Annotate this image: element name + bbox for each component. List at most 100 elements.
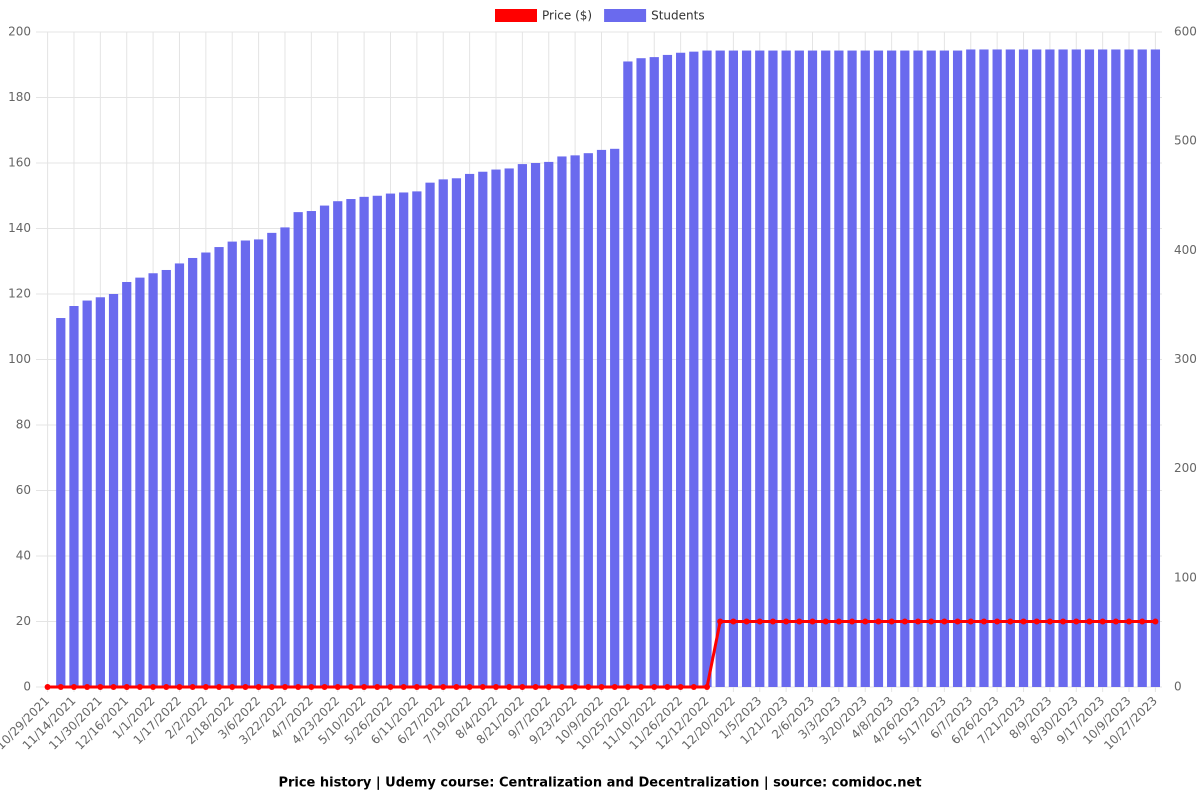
chart-title: Price history | Udemy course: Centraliza… xyxy=(278,776,921,791)
bar xyxy=(491,169,501,688)
bar xyxy=(636,58,646,687)
point xyxy=(506,684,513,690)
point xyxy=(453,684,460,690)
bar xyxy=(517,164,527,687)
bar xyxy=(781,50,791,687)
bar xyxy=(570,155,580,687)
point xyxy=(57,684,64,690)
bar xyxy=(253,239,264,687)
bar xyxy=(583,153,593,688)
bar xyxy=(108,294,119,687)
bar xyxy=(768,50,778,687)
bar xyxy=(425,182,435,687)
point xyxy=(202,684,209,690)
point xyxy=(308,684,315,690)
bar xyxy=(702,50,712,687)
bar xyxy=(741,50,752,687)
point xyxy=(1086,618,1093,625)
point xyxy=(888,618,895,625)
bar xyxy=(56,318,66,687)
bar xyxy=(939,50,950,687)
bar xyxy=(293,212,303,687)
point xyxy=(176,684,183,690)
point xyxy=(980,618,987,625)
point xyxy=(809,618,816,625)
bar xyxy=(1045,49,1055,687)
point xyxy=(268,684,275,690)
point xyxy=(1126,618,1133,625)
legend-swatch xyxy=(495,9,537,22)
point xyxy=(901,618,908,625)
point xyxy=(677,684,684,690)
point xyxy=(558,684,565,690)
point xyxy=(941,618,948,625)
point xyxy=(44,684,51,690)
y-tick-label: 160 xyxy=(8,156,31,170)
point xyxy=(704,684,711,690)
y2-tick-label: 600 xyxy=(1174,25,1197,39)
bar xyxy=(412,191,422,687)
bar xyxy=(847,50,857,687)
point xyxy=(651,684,658,690)
point xyxy=(189,684,196,690)
bar xyxy=(689,51,699,687)
point xyxy=(638,684,645,690)
y-tick-label: 180 xyxy=(8,90,31,104)
bar xyxy=(69,306,79,687)
y2-tick-label: 500 xyxy=(1174,134,1197,148)
point xyxy=(1020,618,1027,625)
point xyxy=(229,684,236,690)
point xyxy=(875,618,882,625)
bar xyxy=(873,50,884,687)
point xyxy=(730,618,737,625)
point xyxy=(967,618,974,625)
point xyxy=(347,684,354,690)
point xyxy=(1007,618,1014,625)
y-tick-label: 200 xyxy=(8,25,31,39)
y-tick-label: 140 xyxy=(8,221,31,235)
point xyxy=(796,618,803,625)
point xyxy=(216,684,223,690)
bar xyxy=(346,199,356,687)
bar xyxy=(821,50,831,687)
bar xyxy=(1032,49,1042,687)
bar xyxy=(214,247,224,687)
bar xyxy=(478,171,488,687)
point xyxy=(334,684,341,690)
point xyxy=(954,618,961,625)
point xyxy=(150,684,157,690)
point xyxy=(717,618,724,625)
point xyxy=(862,618,869,625)
y-tick-label: 100 xyxy=(8,352,31,366)
point xyxy=(321,684,328,690)
point xyxy=(387,684,394,690)
point xyxy=(440,684,447,690)
point xyxy=(624,684,631,690)
bar xyxy=(359,196,369,687)
legend-label: Price ($) xyxy=(542,9,592,23)
bar xyxy=(610,148,620,687)
point xyxy=(598,684,605,690)
bar xyxy=(1005,49,1015,687)
point xyxy=(70,684,77,690)
point xyxy=(374,684,381,690)
point xyxy=(756,618,763,625)
point xyxy=(1033,618,1040,625)
point xyxy=(479,684,486,690)
point xyxy=(97,684,104,690)
legend-label: Students xyxy=(651,9,705,23)
bar xyxy=(900,50,910,687)
bar xyxy=(623,61,633,688)
bar xyxy=(504,168,514,688)
bar xyxy=(676,52,686,688)
point xyxy=(255,684,262,690)
bar xyxy=(557,156,567,687)
point xyxy=(110,684,117,690)
bar xyxy=(926,50,936,687)
bar xyxy=(1084,49,1095,687)
bar xyxy=(451,178,462,688)
bar xyxy=(319,205,330,687)
bar xyxy=(807,50,818,687)
bar xyxy=(438,179,448,687)
bar xyxy=(174,263,185,687)
